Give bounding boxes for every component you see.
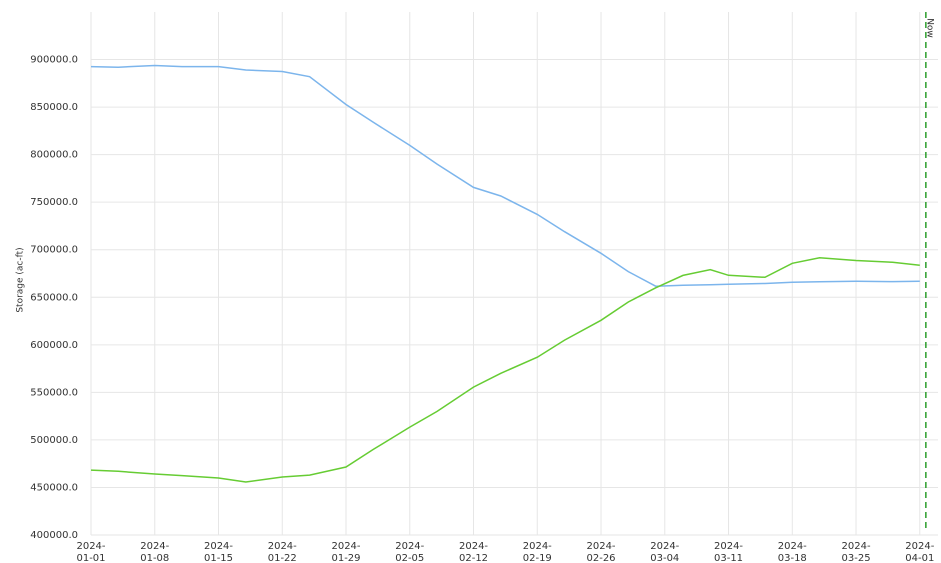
y-tick-label: 550000.0 <box>30 387 78 398</box>
y-tick-label: 650000.0 <box>30 292 78 303</box>
now-label: Now <box>924 18 934 38</box>
y-tick-label: 850000.0 <box>30 102 78 113</box>
x-tick-label: 2024-02-05 <box>395 541 425 563</box>
data-line <box>90 64 920 287</box>
x-tick-label: 2024-03-18 <box>777 541 807 563</box>
x-tick-label: 2024-02-19 <box>522 541 552 563</box>
x-tick-label: 2024-01-01 <box>76 541 106 563</box>
y-tick-label: 400000.0 <box>30 530 78 541</box>
y-tick-label: 800000.0 <box>30 150 78 161</box>
x-tick-label: 2024-02-12 <box>458 541 489 563</box>
y-tick-label: 700000.0 <box>30 245 78 256</box>
y-tick-label: 600000.0 <box>30 340 78 351</box>
y-tick-label: 450000.0 <box>30 482 78 493</box>
x-tick-label: 2024-03-04 <box>650 541 680 563</box>
y-tick-label: 900000.0 <box>30 55 78 66</box>
x-tick-label: 2024-03-25 <box>841 541 871 563</box>
y-axis-label: Storage (ac-ft) <box>16 247 26 312</box>
x-tick-label: 2024-01-15 <box>203 541 234 563</box>
y-tick-label: 500000.0 <box>30 435 78 446</box>
x-tick-label: 2024-01-29 <box>331 541 361 563</box>
x-tick-label: 2024-02-26 <box>586 541 616 563</box>
x-tick-label: 2024-04-01 <box>905 541 935 563</box>
data-line <box>90 257 920 483</box>
y-tick-label: 750000.0 <box>30 197 78 208</box>
x-tick-label: 2024-01-22 <box>267 541 297 563</box>
x-tick-label: 2024-01-08 <box>140 541 170 563</box>
x-tick-label: 2024-03-11 <box>713 541 744 563</box>
